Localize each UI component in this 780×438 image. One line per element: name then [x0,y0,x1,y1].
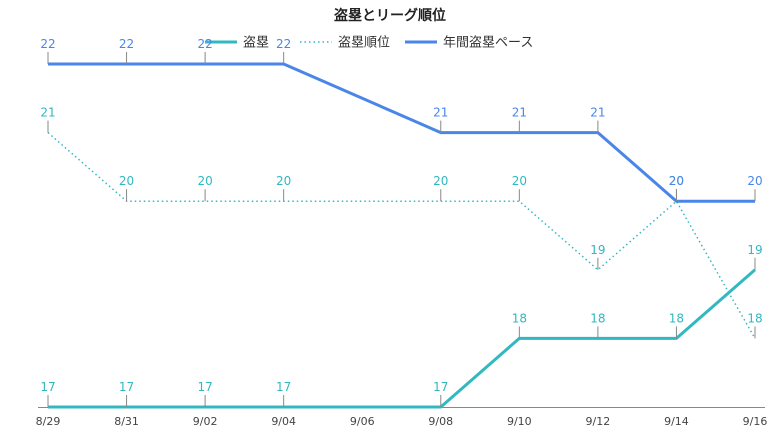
data-label: 20 [119,174,134,188]
data-label: 20 [197,174,212,188]
x-tick-label: 9/06 [350,415,375,428]
data-label: 20 [433,174,448,188]
x-tick-label: 9/12 [586,415,611,428]
data-label: 21 [433,106,448,120]
data-label: 18 [590,311,605,325]
data-label: 20 [276,174,291,188]
series-group: 21 20 20 20 20 20 19 20 18 [40,106,763,339]
data-label: 20 [512,174,527,188]
data-label: 21 [512,106,527,120]
data-label: 17 [40,380,55,394]
data-label: 22 [119,37,134,51]
data-label: 19 [747,243,762,257]
data-label: 22 [197,37,212,51]
data-label: 21 [40,106,55,120]
legend-item: 年間盗塁ペース [405,35,533,51]
data-label: 18 [512,311,527,325]
data-label: 17 [197,380,212,394]
x-tick-label: 9/02 [193,415,218,428]
series-line [48,62,755,203]
legend-label: 盗塁 [243,35,269,51]
x-axis: 8/29 8/31 9/02 9/04 9/06 9/08 9/10 9/12 9/14 9/16 [36,407,768,428]
legend-label: 年間盗塁ペース [443,35,533,51]
data-label: 22 [276,37,291,51]
data-label: 18 [669,311,684,325]
data-label: 20 [669,174,684,188]
legend-item: 盗塁 [205,35,269,51]
legend: 盗塁 盗塁順位 年間盗塁ペース [205,35,533,51]
data-label: 18 [747,311,762,325]
series-line [48,268,756,409]
series-group: 17 17 17 17 17 18 18 18 19 [40,243,763,409]
data-label: 17 [276,380,291,394]
series-group: 22 22 22 22 21 21 21 20 20 [40,37,763,203]
x-tick-label: 8/31 [114,415,139,428]
data-label: 17 [433,380,448,394]
data-label: 19 [590,243,605,257]
x-tick-label: 9/14 [664,415,689,428]
x-tick-label: 9/08 [428,415,453,428]
data-label: 21 [590,106,605,120]
x-tick-label: 9/04 [271,415,296,428]
series-line [47,132,756,339]
legend-label: 盗塁順位 [338,35,390,51]
data-label: 17 [119,380,134,394]
data-label: 20 [669,174,684,188]
x-tick-label: 9/10 [507,415,532,428]
legend-item: 盗塁順位 [300,35,390,51]
x-tick-label: 9/16 [743,415,768,428]
data-label: 22 [40,37,55,51]
x-tick-label: 8/29 [36,415,61,428]
chart-title: 盗塁とリーグ順位 [334,7,446,24]
data-label: 20 [747,174,762,188]
